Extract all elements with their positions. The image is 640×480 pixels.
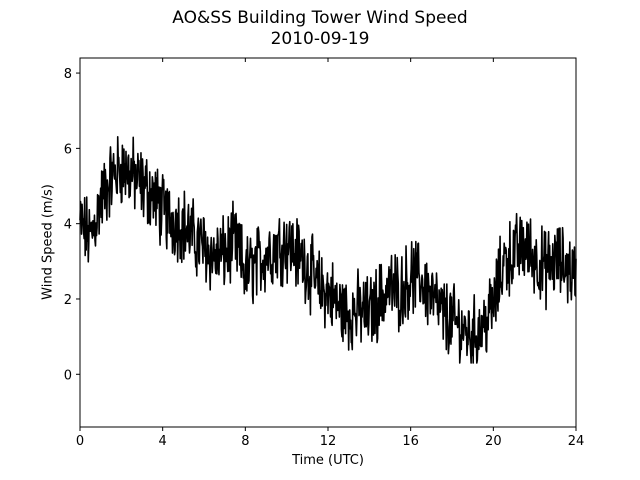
y-tick-label: 0: [64, 368, 72, 383]
plot-frame: [79, 57, 577, 428]
x-tick-label: 0: [76, 434, 84, 449]
x-tick-label: 4: [159, 434, 167, 449]
x-tick-label: 20: [485, 434, 502, 449]
y-tick-label: 2: [64, 293, 72, 308]
y-tick-label: 4: [64, 218, 72, 233]
y-axis-label: Wind Speed (m/s): [40, 184, 56, 300]
x-tick-label: 8: [241, 434, 249, 449]
x-tick-label: 16: [402, 434, 419, 449]
series-line-group: [79, 136, 577, 364]
chart-title: AO&SS Building Tower Wind Speed: [172, 8, 468, 28]
x-axis-label: Time (UTC): [292, 453, 364, 468]
wind-speed-line: [79, 136, 577, 364]
chart-subtitle: 2010-09-19: [270, 29, 370, 49]
y-tick-label: 6: [64, 142, 72, 157]
x-tick-label: 12: [320, 434, 337, 449]
y-tick-label: 8: [64, 67, 72, 82]
x-tick-label: 24: [568, 434, 585, 449]
